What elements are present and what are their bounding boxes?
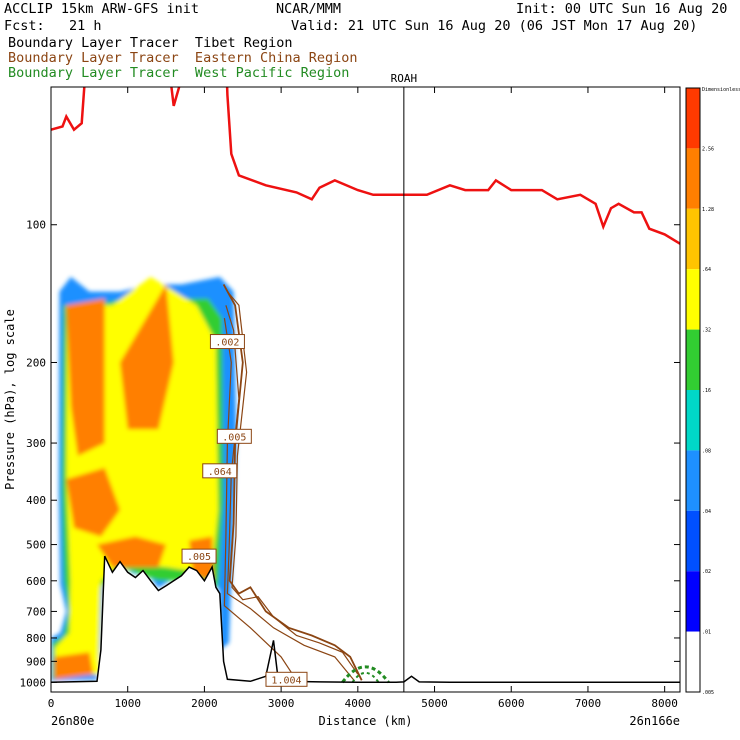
colorbar-label: 1.28 bbox=[702, 207, 714, 213]
contour-label: .064 bbox=[208, 467, 232, 478]
x-tick-label: 7000 bbox=[575, 697, 602, 710]
contour-label-box bbox=[216, 428, 252, 444]
west-pacific-contour-inner bbox=[351, 671, 380, 683]
y-tick-label: 400 bbox=[26, 494, 46, 507]
plot-frame bbox=[50, 86, 681, 693]
eastern-china-contour bbox=[226, 291, 359, 675]
colorbar-segment bbox=[686, 269, 700, 330]
contour-label-box bbox=[181, 548, 217, 564]
legend-eastern-china: Boundary Layer Tracer Eastern China Regi… bbox=[8, 50, 358, 66]
tracer-band-64-upper-mid bbox=[120, 284, 174, 430]
x-tick-label: 8000 bbox=[651, 697, 678, 710]
x-tick-label: 5000 bbox=[421, 697, 448, 710]
legend-west-pacific: Boundary Layer Tracer West Pacific Regio… bbox=[8, 65, 350, 81]
colorbar-label: .64 bbox=[702, 267, 711, 273]
header-forecast: Fcst: 21 h bbox=[4, 18, 102, 34]
y-tick-label: 200 bbox=[26, 356, 46, 369]
colorbar-segment bbox=[686, 390, 700, 451]
eastern-china-contour bbox=[223, 318, 298, 681]
x-tick-label: 0 bbox=[48, 697, 55, 710]
y-tick-label: 700 bbox=[26, 605, 46, 618]
colorbar-label: .16 bbox=[702, 388, 711, 394]
contour-label-box bbox=[265, 671, 308, 687]
eastern-china-contour bbox=[225, 305, 355, 681]
colorbar-label: .005 bbox=[702, 690, 714, 696]
colorbar-segment bbox=[686, 88, 700, 149]
tracer-shading bbox=[51, 276, 237, 681]
tropopause-line bbox=[51, 87, 680, 245]
colorbar-label: .04 bbox=[702, 509, 711, 515]
right-endpoint-label: 26n166e bbox=[629, 714, 680, 728]
colorbar-segment bbox=[686, 510, 700, 572]
header-model: ACCLIP 15km ARW-GFS init bbox=[4, 1, 200, 17]
colorbar-frame bbox=[685, 87, 701, 693]
tracer-band-64-mid bbox=[66, 467, 120, 537]
contour-label-box bbox=[202, 463, 238, 479]
y-tick-label: 900 bbox=[26, 655, 46, 668]
colorbar-label: Dimensionless bbox=[702, 87, 740, 93]
y-axis-title: Pressure (hPa), log scale bbox=[3, 309, 17, 490]
colorbar-label: .02 bbox=[702, 569, 711, 575]
contour-label-box bbox=[209, 334, 245, 350]
x-tick-label: 1000 bbox=[114, 697, 141, 710]
y-tick-label: 600 bbox=[26, 575, 46, 588]
station-label: ROAH bbox=[391, 72, 418, 85]
colorbar-segment bbox=[686, 571, 700, 632]
y-tick-label: 100 bbox=[26, 219, 46, 232]
x-axis-title: Distance (km) bbox=[319, 714, 413, 728]
legend-tibet: Boundary Layer Tracer Tibet Region bbox=[8, 35, 293, 51]
contour-label: 1.004 bbox=[271, 675, 301, 686]
colorbar-segment bbox=[686, 148, 700, 209]
tracer-band-64-upper-left bbox=[66, 298, 105, 456]
y-tick-label: 800 bbox=[26, 632, 46, 645]
x-tick-label: 3000 bbox=[268, 697, 295, 710]
colorbar-segment bbox=[686, 631, 700, 692]
x-tick-label: 2000 bbox=[191, 697, 218, 710]
header-valid: Valid: 21 UTC Sun 16 Aug 20 (06 JST Mon … bbox=[291, 18, 698, 34]
colorbar-segment bbox=[686, 329, 700, 390]
tracer-band-64-lower bbox=[97, 536, 167, 568]
colorbar-segment bbox=[686, 450, 700, 511]
eastern-china-contour bbox=[222, 283, 363, 681]
colorbar-label: .32 bbox=[702, 328, 711, 334]
contour-label: .002 bbox=[215, 338, 239, 349]
contour-label: .005 bbox=[187, 552, 211, 563]
colorbar-label: .01 bbox=[702, 630, 711, 636]
y-tick-label: 1000 bbox=[20, 676, 47, 689]
left-endpoint-label: 26n80e bbox=[51, 714, 94, 728]
west-pacific-contour bbox=[341, 665, 390, 684]
y-tick-label: 300 bbox=[26, 437, 46, 450]
x-tick-label: 4000 bbox=[345, 697, 372, 710]
header-center: NCAR/MMM bbox=[276, 1, 342, 17]
header-init: Init: 00 UTC Sun 16 Aug 20 bbox=[516, 1, 728, 17]
colorbar-segment bbox=[686, 208, 700, 270]
x-tick-label: 6000 bbox=[498, 697, 525, 710]
terrain-mask bbox=[51, 556, 680, 692]
contour-label: .005 bbox=[222, 432, 246, 443]
y-tick-label: 500 bbox=[26, 539, 46, 552]
colorbar-label: .08 bbox=[702, 448, 711, 454]
tracer-band-64-surface bbox=[54, 652, 94, 680]
colorbar-label: 2.56 bbox=[702, 146, 714, 152]
